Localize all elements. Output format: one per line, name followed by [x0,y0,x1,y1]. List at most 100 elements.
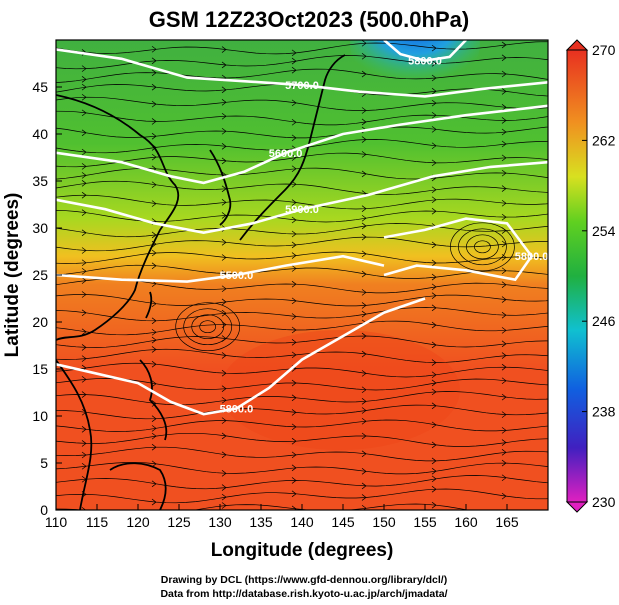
streamline-arrow [361,289,367,296]
streamline-arrow [221,417,227,424]
streamline-arrow [431,159,437,167]
streamline-arrow [501,128,507,136]
streamline-arrow [81,109,87,117]
streamline-arrow [221,112,227,120]
streamline-arrow [431,241,437,249]
streamline-arrow [81,259,87,267]
streamline-arrow [151,415,157,422]
streamline-arrow [291,199,297,206]
streamline-arrow [221,309,227,317]
contour-label: 5800.0 [220,403,254,415]
streamline-arrow [221,61,227,69]
contour-line [56,160,548,235]
streamline-arrow [431,87,437,95]
streamline-arrow [291,477,297,484]
colorbar: 270 262 254 246 238 230 [565,39,616,513]
streamline-arrow [151,400,157,407]
streamline-arrow [361,370,367,377]
streamline-arrow [431,111,437,119]
streamline-arrow [361,494,367,501]
streamline-arrow [291,154,297,161]
y-axis-label: Latitude (degrees) [2,193,23,358]
coast-borneo [109,462,167,510]
streamline-arrow [81,355,87,362]
streamline-arrow [291,394,297,402]
streamline-arrow [81,291,87,298]
warm-core [220,330,460,450]
streamline-arrow [431,467,437,475]
streamline-arrow [431,259,437,267]
cold-core [350,40,480,90]
streamline-arrow [221,352,227,359]
streamline-arrow [291,265,297,272]
streamline [56,210,548,223]
streamline-arrow [81,451,87,459]
streamline-arrow [291,339,297,346]
streamline-arrow [151,380,157,388]
streamline-arrow [221,298,227,306]
streamline-arrow [291,297,297,305]
streamline [56,335,548,348]
streamline-arrow [151,432,157,440]
streamline-arrow [221,470,227,477]
streamline-arrow [361,151,367,158]
streamline-arrow [361,386,367,393]
streamline-arrow [291,313,297,320]
contour-label: 5700.0 [285,80,319,92]
streamline [56,223,548,238]
streamline-arrow [81,209,87,216]
streamline-arrow [501,169,507,177]
streamline-arrow [291,423,297,431]
streamline-arrow [431,402,437,410]
streamline-arrow [501,363,507,371]
streamline-arrow [501,104,507,111]
eddy-streamline [191,314,225,340]
streamline-arrow [361,450,367,458]
streamline-arrow [291,451,297,459]
streamline-arrow [361,233,367,241]
eddy-streamline [466,234,499,260]
streamline-arrow [501,352,507,359]
coast-korea [209,149,232,226]
streamline-arrow [81,391,87,398]
contour-label: 5800.0 [515,251,549,263]
streamline-arrow [151,328,157,336]
streamline-arrow [151,153,157,161]
streamline-arrow [501,439,507,446]
streamline-arrow [291,99,297,107]
streamline-arrow [151,480,157,488]
streamline-arrow [501,70,507,78]
streamline-arrow [431,359,437,366]
streamline-arrow [291,180,297,188]
contour-line [56,254,385,283]
streamline-arrow [221,321,227,328]
streamline [56,475,548,490]
contour-line [56,104,548,185]
streamline-arrow [361,310,367,318]
streamline-arrow [291,165,297,173]
streamline [56,110,548,126]
y-tick-label: 20 [32,314,48,330]
streamline-arrow [501,411,507,418]
streamline-arrow [431,457,437,465]
y-tick-label: 45 [32,79,48,95]
streamline-arrow [501,393,507,401]
y-tick-label: 15 [32,361,48,377]
streamline-arrow [291,216,297,224]
contour-line [383,40,467,63]
streamline-arrow [151,132,157,140]
streamline-arrow [151,69,157,77]
coast-taiwan [145,291,153,319]
y-tick-label: 30 [32,220,48,236]
streamline-arrow [81,93,87,101]
streamline-arrow [151,45,157,53]
streamline-arrow [221,432,227,440]
streamline-arrow [431,379,437,387]
streamline-arrow [81,83,87,91]
streamline-arrow [431,99,437,107]
x-tick-label: 150 [372,514,396,530]
streamline-arrow [221,199,227,206]
streamline-arrow [81,163,87,170]
streamline-arrow [151,425,157,432]
colorbar-tick-label: 230 [592,494,616,510]
